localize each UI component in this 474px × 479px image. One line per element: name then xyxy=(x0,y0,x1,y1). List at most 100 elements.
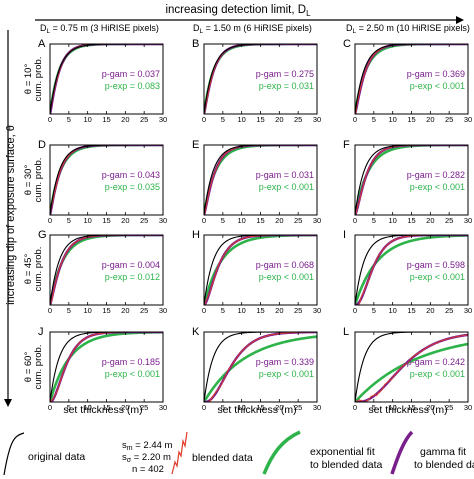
p-gam-label: p-gam = 0.598 xyxy=(407,260,465,270)
x-tick-label: 0 xyxy=(353,216,357,225)
panel-curves xyxy=(204,145,317,215)
x-tick-label: 15 xyxy=(102,115,110,124)
x-tick-label: 10 xyxy=(83,403,91,412)
p-exp-label: p-exp = 0.035 xyxy=(105,182,160,192)
panel-curves xyxy=(204,235,317,305)
p-exp-label: p-exp < 0.001 xyxy=(410,182,465,192)
x-tick-label: 15 xyxy=(256,115,264,124)
legend-gamma-label-1: gamma fit xyxy=(420,446,466,458)
blended-data-line xyxy=(355,334,468,402)
panel-h: 0 5 10 15 20 25 30 Hp-gam = 0.068 p-exp < 0.001 xyxy=(192,229,321,315)
panel-d: 0 5 10 15 20 25 30 Dp-gam = 0.043 p-exp = 0.035 xyxy=(38,139,167,225)
x-tick-label: 30 xyxy=(313,216,321,225)
p-gam-label: p-gam = 0.275 xyxy=(256,69,314,79)
x-tick-label: 20 xyxy=(121,306,129,315)
exponential-fit-line xyxy=(204,335,317,402)
original-data-line xyxy=(355,44,468,114)
panel-a: 0 5 10 15 20 25 30 Ap-gam = 0.037 p-exp = 0.083 xyxy=(38,38,167,124)
panel-g: 0 5 10 15 20 25 30 Gp-gam = 0.004 p-exp = 0.012 xyxy=(38,229,167,315)
x-tick-label: 0 xyxy=(48,403,52,412)
original-data-line xyxy=(204,145,317,215)
x-tick-label: 25 xyxy=(445,403,453,412)
x-tick-label: 15 xyxy=(407,115,415,124)
panel-e: 0 5 10 15 20 25 30 Ep-gam = 0.031 p-exp < 0.001 xyxy=(192,139,321,225)
x-tick-label: 5 xyxy=(221,115,225,124)
x-tick-label: 0 xyxy=(202,403,206,412)
legend-gamma-label-2: to blended data xyxy=(414,459,474,471)
x-tick-label: 5 xyxy=(221,306,225,315)
row-label-ylabel-1: cum. prob. xyxy=(33,57,44,102)
p-exp-label: p-exp = 0.031 xyxy=(259,81,314,91)
panel-letter: F xyxy=(343,139,350,151)
legend-exponential-swatch xyxy=(262,430,301,475)
x-tick-label: 0 xyxy=(48,306,52,315)
x-tick-label: 25 xyxy=(294,306,302,315)
panel-i: 0 5 10 15 20 25 30 Ip-gam = 0.598 p-exp < 0.001 xyxy=(343,229,472,315)
x-tick-label: 0 xyxy=(48,216,52,225)
x-tick-label: 30 xyxy=(159,403,167,412)
panel-letter: B xyxy=(192,38,199,50)
p-gam-label: p-gam = 0.339 xyxy=(256,357,314,367)
panel-letter: L xyxy=(343,326,349,338)
panel-curves xyxy=(50,145,163,215)
legend-exponential-label-1: exponential fit xyxy=(310,446,375,458)
x-tick-label: 30 xyxy=(313,403,321,412)
panel-letter: C xyxy=(343,38,351,50)
x-tick-label: 10 xyxy=(388,216,396,225)
row-label-theta-2: θ = 30° xyxy=(23,165,34,196)
x-tick-label: 10 xyxy=(237,115,245,124)
panel-curves xyxy=(355,145,468,215)
legend-stats-n: n = 402 xyxy=(132,464,164,475)
x-tick-label: 10 xyxy=(237,306,245,315)
x-tick-label: 25 xyxy=(294,115,302,124)
panel-letter: K xyxy=(192,326,200,338)
x-axis-labels: set thickness (m) set thickness (m) set … xyxy=(63,404,447,416)
p-exp-label: p-exp = 0.012 xyxy=(105,272,160,282)
p-gam-label: p-gam = 0.282 xyxy=(407,170,465,180)
x-tick-label: 10 xyxy=(83,306,91,315)
row-label-theta-1: θ = 10° xyxy=(23,64,34,95)
x-tick-label: 10 xyxy=(83,216,91,225)
x-tick-label: 25 xyxy=(140,306,148,315)
panel-curves xyxy=(204,332,317,402)
x-tick-label: 10 xyxy=(388,403,396,412)
panel-j: 0 5 10 15 20 25 30 Jp-gam = 0.185 p-exp < 0.001 xyxy=(38,326,167,412)
original-data-line xyxy=(204,235,317,305)
panel-curves xyxy=(355,332,468,402)
row-labels: θ = 10° cum. prob. θ = 30° cum. prob. θ … xyxy=(23,57,44,390)
x-tick-label: 30 xyxy=(464,306,472,315)
panel-letter: I xyxy=(343,229,346,241)
x-tick-label: 20 xyxy=(426,216,434,225)
row-label-ylabel-2: cum. prob. xyxy=(33,158,44,203)
legend-blended-label: blended data xyxy=(192,452,253,464)
original-data-line xyxy=(355,332,468,402)
x-tick-label: 5 xyxy=(372,403,376,412)
x-tick-label: 5 xyxy=(221,216,225,225)
x-tick-label: 20 xyxy=(275,306,283,315)
x-tick-label: 30 xyxy=(159,306,167,315)
p-gam-label: p-gam = 0.242 xyxy=(407,357,465,367)
x-tick-label: 25 xyxy=(445,115,453,124)
panel-letter: H xyxy=(192,229,200,241)
x-tick-label: 15 xyxy=(256,403,264,412)
x-tick-label: 20 xyxy=(426,403,434,412)
x-tick-label: 0 xyxy=(353,403,357,412)
x-tick-label: 5 xyxy=(67,216,71,225)
p-gam-label: p-gam = 0.037 xyxy=(102,69,160,79)
p-gam-label: p-gam = 0.068 xyxy=(256,260,314,270)
panel-curves xyxy=(355,235,468,305)
x-tick-label: 10 xyxy=(388,306,396,315)
p-exp-label: p-exp < 0.001 xyxy=(410,272,465,282)
panel-letter: J xyxy=(38,326,44,338)
x-tick-label: 0 xyxy=(202,216,206,225)
legend-original-swatch xyxy=(3,432,25,476)
column-header-1: DL = 0.75 m (3 HiRISE pixels) xyxy=(40,23,159,35)
panel-letter: D xyxy=(38,139,46,151)
x-tick-label: 15 xyxy=(407,306,415,315)
panel-letter: A xyxy=(38,38,46,50)
p-gam-label: p-gam = 0.369 xyxy=(407,69,465,79)
x-axis-label-2: set thickness (m) xyxy=(217,404,296,416)
row-label-ylabel-3: cum. prob. xyxy=(33,247,44,292)
original-data-line xyxy=(50,332,163,402)
